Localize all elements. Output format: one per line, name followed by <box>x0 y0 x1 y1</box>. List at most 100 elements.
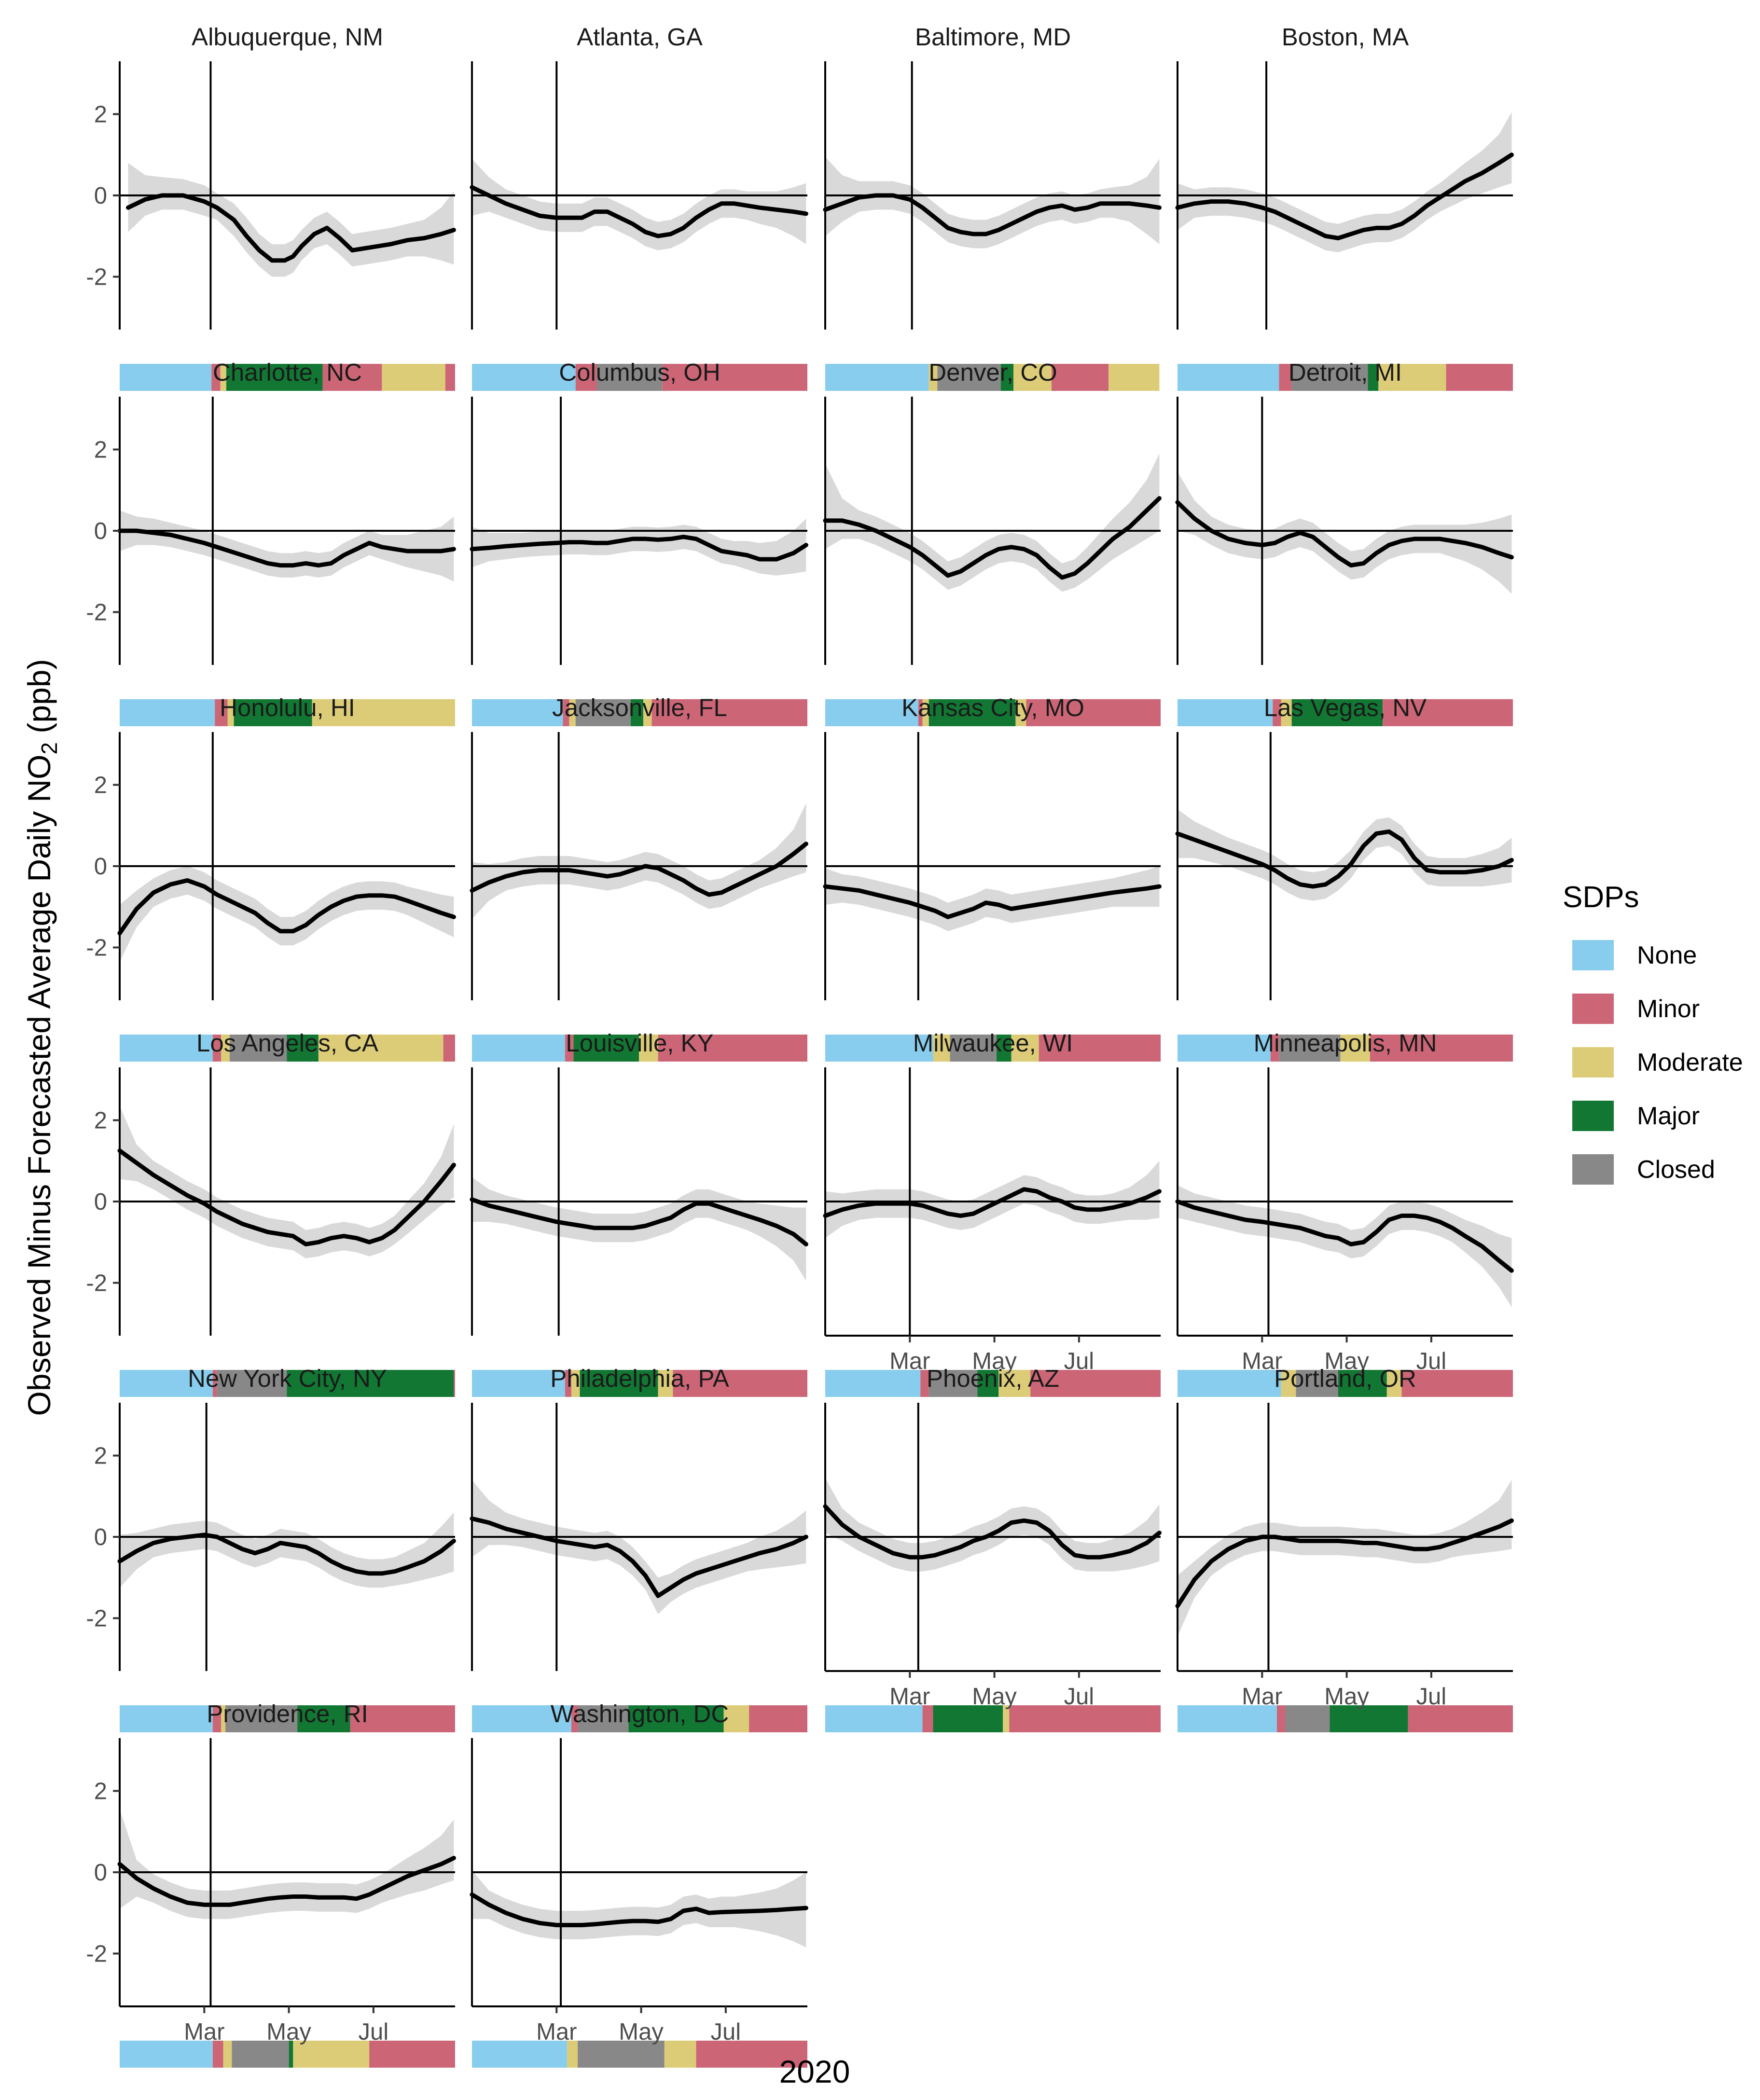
sdp-bar-none <box>120 1705 213 1732</box>
sdp-bar-minor <box>1370 1035 1513 1062</box>
sdp-bar-major <box>297 1705 350 1732</box>
sdp-bar-minor <box>350 1705 455 1732</box>
sdp-bar-minor <box>1039 1035 1161 1062</box>
fitted-line <box>117 528 456 568</box>
x-axis-title: 2020 <box>779 2054 850 2089</box>
sdp-bar-major <box>1330 1705 1408 1732</box>
sdp-bar-minor <box>212 1705 222 1732</box>
sdp-bar-minor <box>571 1705 578 1732</box>
fitted-line <box>470 185 808 238</box>
panel-title: Los Angeles, CA <box>196 1029 378 1057</box>
panel: Washington, DC Mar May Jul <box>470 1700 808 2068</box>
confidence-band <box>825 1478 1160 1572</box>
sdp-bar-minor <box>920 1370 929 1397</box>
x-tick-label: May <box>1324 1348 1369 1374</box>
sdp-bar-moderate <box>922 699 929 726</box>
sdp-bar-minor <box>918 699 923 726</box>
confidence-band <box>825 1161 1160 1238</box>
sdp-bar-major <box>234 699 312 726</box>
sdp-bar-minor <box>1009 1705 1161 1732</box>
confidence-band <box>120 866 454 962</box>
x-tick-label: Mar <box>536 2019 577 2045</box>
sdp-bar-none <box>1178 1035 1271 1062</box>
legend-swatch-major <box>1572 1101 1614 1131</box>
sdp-bar-none <box>472 2041 568 2068</box>
confidence-band <box>1178 1185 1512 1307</box>
sdp-bar-minor <box>673 1370 807 1397</box>
panel: Las Vegas, NV <box>1175 694 1514 1062</box>
panel-title: New York City, NY <box>188 1365 387 1392</box>
legend-title: SDPs <box>1563 881 1639 914</box>
sdp-bar-minor <box>454 1370 455 1397</box>
sdp-bar-none <box>825 1370 921 1397</box>
sdp-bar-closed <box>929 1370 978 1397</box>
sdp-bar-none <box>825 1705 923 1732</box>
sdp-bar-minor <box>443 1035 455 1062</box>
x-tick-label: Mar <box>889 1684 930 1710</box>
sdp-bar-minor <box>1270 1035 1279 1062</box>
sdp-bar-minor <box>211 364 221 391</box>
panel-title: Washington, DC <box>551 1700 729 1727</box>
confidence-band <box>472 803 806 919</box>
panel: Boston, MA <box>1175 23 1514 391</box>
sdp-bar-moderate <box>1281 699 1292 726</box>
sdp-bar-closed <box>232 2041 289 2068</box>
sdp-bar-minor <box>565 1035 574 1062</box>
sdp-bar-closed <box>575 699 631 726</box>
sdp-bar-minor <box>565 1370 571 1397</box>
sdp-bar-minor <box>1273 699 1281 726</box>
fitted-line <box>470 1516 808 1598</box>
fitted-line <box>1175 500 1514 568</box>
sdp-bar-none <box>1178 1370 1281 1397</box>
panel: Minneapolis, MN Mar May Jul <box>1175 1029 1514 1397</box>
panel: Jacksonville, FL <box>470 694 808 1062</box>
sdp-bar-none <box>825 1035 933 1062</box>
sdp-bar-major <box>580 1370 658 1397</box>
x-tick-label: Jul <box>359 2019 389 2045</box>
sdp-bar-major <box>977 1370 999 1397</box>
panel-title: Providence, RI <box>207 1700 368 1727</box>
legend-label-major: Major <box>1637 1102 1700 1130</box>
y-tick-label: 2 <box>94 1779 107 1805</box>
sdp-bar-minor <box>445 364 455 391</box>
sdp-bar-moderate <box>221 1705 226 1732</box>
sdp-bar-minor <box>1401 1370 1513 1397</box>
x-tick-label: Mar <box>889 1348 930 1374</box>
legend-label-minor: Minor <box>1637 995 1700 1023</box>
y-tick-label: 0 <box>94 518 107 544</box>
sdp-bar-minor <box>1051 364 1109 391</box>
panel-title: Honolulu, HI <box>220 694 355 721</box>
panel-title: Philadelphia, PA <box>550 1365 729 1392</box>
sdp-bar-minor <box>369 2041 455 2068</box>
panel-title: Boston, MA <box>1282 23 1409 51</box>
x-tick-label: Mar <box>184 2019 224 2045</box>
fitted-line <box>1175 1518 1514 1608</box>
sdp-bar-closed <box>1279 1035 1341 1062</box>
panel-title: Albuquerque, NM <box>192 23 383 51</box>
panel: Detroit, MI <box>1175 359 1514 726</box>
y-tick-label: 0 <box>94 854 107 880</box>
fitted-line <box>823 193 1162 236</box>
fitted-line <box>1175 152 1514 240</box>
y-axis-title: Observed Minus Forecasted Average Daily … <box>21 659 62 1416</box>
confidence-band <box>472 1870 806 1948</box>
sdp-bar-moderate <box>664 2041 696 2068</box>
fitted-line <box>117 1856 456 1907</box>
panel-title: Jacksonville, FL <box>552 694 727 721</box>
fitted-line <box>470 842 808 897</box>
sdp-bar-moderate <box>1386 1370 1402 1397</box>
panel: Baltimore, MD <box>823 23 1162 391</box>
panel-title: Louisville, KY <box>566 1029 713 1057</box>
y-tick-label: 0 <box>94 183 107 209</box>
y-tick-label: 0 <box>94 1189 107 1215</box>
panel: New York City, NY 2 0 -2 <box>86 1365 456 1732</box>
panel: Columbus, OH <box>470 359 808 726</box>
sdp-bar-minor <box>1026 699 1161 726</box>
sdp-bar-moderate <box>639 1035 658 1062</box>
sdp-bar-minor <box>662 364 807 391</box>
panel: Honolulu, HI 2 0 -2 <box>86 694 456 1062</box>
sdp-bar-moderate <box>1011 1035 1039 1062</box>
legend: SDPs None Minor Moderate Major Closed <box>1563 881 1743 1185</box>
sdp-bar-minor <box>696 2041 807 2068</box>
sdp-bar-moderate <box>1003 1705 1010 1732</box>
